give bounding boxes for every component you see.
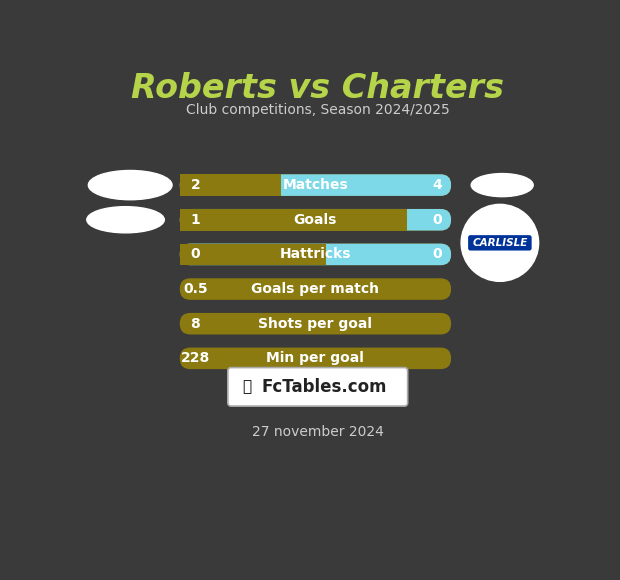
Text: FcTables.com: FcTables.com [261, 378, 387, 396]
Text: Goals: Goals [294, 213, 337, 227]
Text: 0.5: 0.5 [183, 282, 208, 296]
Ellipse shape [471, 173, 533, 197]
Text: Min per goal: Min per goal [267, 351, 365, 365]
FancyBboxPatch shape [180, 209, 201, 230]
Text: 📈: 📈 [242, 379, 251, 394]
Text: 1: 1 [190, 213, 200, 227]
FancyBboxPatch shape [180, 244, 201, 265]
Text: Hattricks: Hattricks [280, 248, 351, 262]
Text: Shots per goal: Shots per goal [259, 317, 373, 331]
FancyBboxPatch shape [180, 209, 451, 230]
Text: Matches: Matches [283, 178, 348, 192]
Bar [180, 175, 280, 196]
Text: 228: 228 [180, 351, 210, 365]
FancyBboxPatch shape [180, 175, 201, 196]
FancyBboxPatch shape [468, 235, 532, 251]
FancyBboxPatch shape [180, 347, 451, 369]
Text: CARLISLE: CARLISLE [472, 238, 528, 248]
Text: 8: 8 [190, 317, 200, 331]
FancyBboxPatch shape [180, 175, 451, 196]
FancyBboxPatch shape [180, 209, 451, 230]
FancyBboxPatch shape [180, 313, 451, 335]
Text: Goals per match: Goals per match [252, 282, 379, 296]
Ellipse shape [87, 206, 164, 233]
Circle shape [461, 204, 539, 281]
Text: 2: 2 [190, 178, 200, 192]
Text: 27 november 2024: 27 november 2024 [252, 425, 384, 438]
Text: 0: 0 [432, 248, 442, 262]
Bar [180, 209, 407, 230]
Bar [180, 244, 326, 265]
FancyBboxPatch shape [180, 175, 451, 196]
Text: 0: 0 [432, 213, 442, 227]
FancyBboxPatch shape [180, 278, 451, 300]
Text: 4: 4 [432, 178, 442, 192]
Text: Club competitions, Season 2024/2025: Club competitions, Season 2024/2025 [186, 103, 450, 117]
Ellipse shape [88, 171, 172, 200]
Text: 0: 0 [190, 248, 200, 262]
FancyBboxPatch shape [228, 368, 408, 406]
FancyBboxPatch shape [180, 244, 451, 265]
Text: Roberts vs Charters: Roberts vs Charters [131, 72, 504, 106]
FancyBboxPatch shape [180, 244, 451, 265]
